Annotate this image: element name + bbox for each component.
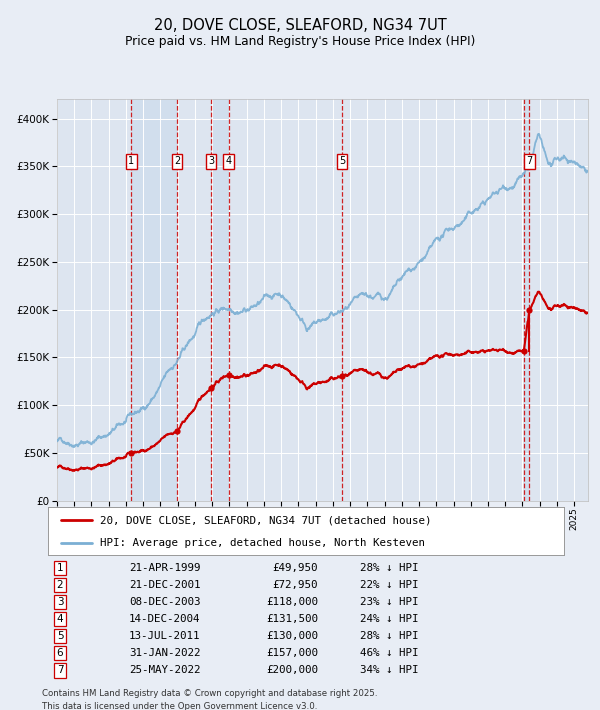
- Text: 31-JAN-2022: 31-JAN-2022: [129, 648, 200, 658]
- Bar: [131, 99, 177, 501]
- Text: £130,000: £130,000: [266, 631, 318, 641]
- Text: 34% ↓ HPI: 34% ↓ HPI: [360, 665, 419, 675]
- Text: Contains HM Land Registry data © Crown copyright and database right 2025.: Contains HM Land Registry data © Crown c…: [42, 689, 377, 699]
- Text: 1: 1: [128, 156, 134, 166]
- Text: Price paid vs. HM Land Registry's House Price Index (HPI): Price paid vs. HM Land Registry's House …: [125, 36, 475, 48]
- Text: HPI: Average price, detached house, North Kesteven: HPI: Average price, detached house, Nort…: [100, 538, 425, 548]
- Text: 2: 2: [56, 580, 64, 590]
- Text: 1: 1: [56, 563, 64, 573]
- Text: 3: 3: [56, 597, 64, 607]
- Text: 28% ↓ HPI: 28% ↓ HPI: [360, 563, 419, 573]
- Text: 23% ↓ HPI: 23% ↓ HPI: [360, 597, 419, 607]
- Text: 46% ↓ HPI: 46% ↓ HPI: [360, 648, 419, 658]
- Text: 22% ↓ HPI: 22% ↓ HPI: [360, 580, 419, 590]
- Text: This data is licensed under the Open Government Licence v3.0.: This data is licensed under the Open Gov…: [42, 702, 317, 710]
- Text: 7: 7: [526, 156, 533, 166]
- Text: 5: 5: [56, 631, 64, 641]
- Text: 4: 4: [56, 614, 64, 624]
- Text: 4: 4: [226, 156, 232, 166]
- Text: £72,950: £72,950: [272, 580, 318, 590]
- Text: £131,500: £131,500: [266, 614, 318, 624]
- Text: 3: 3: [208, 156, 214, 166]
- Bar: [524, 99, 529, 501]
- Text: 2: 2: [174, 156, 180, 166]
- Text: 21-DEC-2001: 21-DEC-2001: [129, 580, 200, 590]
- Text: 08-DEC-2003: 08-DEC-2003: [129, 597, 200, 607]
- Text: 6: 6: [56, 648, 64, 658]
- Text: 7: 7: [56, 665, 64, 675]
- Text: 13-JUL-2011: 13-JUL-2011: [129, 631, 200, 641]
- Text: £49,950: £49,950: [272, 563, 318, 573]
- Text: £157,000: £157,000: [266, 648, 318, 658]
- Text: 14-DEC-2004: 14-DEC-2004: [129, 614, 200, 624]
- Text: 20, DOVE CLOSE, SLEAFORD, NG34 7UT: 20, DOVE CLOSE, SLEAFORD, NG34 7UT: [154, 18, 446, 33]
- Text: 5: 5: [339, 156, 345, 166]
- Text: £200,000: £200,000: [266, 665, 318, 675]
- Bar: [211, 99, 229, 501]
- Text: 20, DOVE CLOSE, SLEAFORD, NG34 7UT (detached house): 20, DOVE CLOSE, SLEAFORD, NG34 7UT (deta…: [100, 515, 431, 525]
- Text: £118,000: £118,000: [266, 597, 318, 607]
- Text: 25-MAY-2022: 25-MAY-2022: [129, 665, 200, 675]
- Text: 24% ↓ HPI: 24% ↓ HPI: [360, 614, 419, 624]
- Text: 28% ↓ HPI: 28% ↓ HPI: [360, 631, 419, 641]
- Text: 21-APR-1999: 21-APR-1999: [129, 563, 200, 573]
